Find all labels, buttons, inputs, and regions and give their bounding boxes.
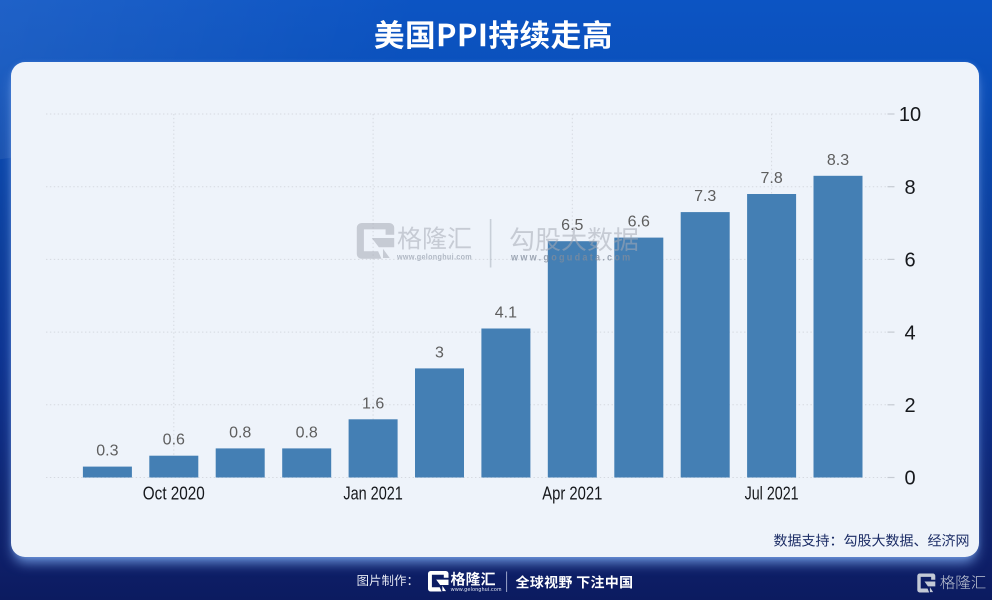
svg-text:www.gogudata.com: www.gogudata.com	[510, 252, 632, 264]
svg-text:0.6: 0.6	[163, 432, 185, 449]
svg-text:4.1: 4.1	[495, 305, 517, 322]
svg-text:0.8: 0.8	[229, 424, 251, 441]
svg-text:8: 8	[904, 177, 915, 199]
svg-text:7.8: 7.8	[760, 170, 782, 187]
svg-text:Jul 2021: Jul 2021	[745, 484, 799, 504]
svg-text:10: 10	[899, 104, 921, 126]
svg-text:www.gelonghui.com: www.gelonghui.com	[451, 587, 502, 593]
svg-text:6.5: 6.5	[561, 217, 583, 234]
svg-text:www.gelonghui.com: www.gelonghui.com	[396, 253, 472, 262]
svg-text:Jan 2021: Jan 2021	[343, 484, 403, 504]
svg-text:0: 0	[904, 468, 915, 490]
svg-text:0.8: 0.8	[296, 424, 318, 441]
svg-text:7.3: 7.3	[694, 188, 716, 205]
svg-text:2: 2	[904, 395, 915, 417]
svg-text:1.6: 1.6	[362, 395, 384, 412]
svg-text:3: 3	[435, 344, 444, 361]
svg-text:Oct 2020: Oct 2020	[143, 484, 205, 504]
svg-text:0.3: 0.3	[96, 443, 118, 460]
svg-text:Apr 2021: Apr 2021	[542, 484, 602, 504]
svg-text:8.3: 8.3	[827, 152, 849, 169]
svg-text:6.6: 6.6	[628, 214, 650, 231]
svg-text:6: 6	[904, 250, 915, 272]
svg-text:4: 4	[904, 322, 915, 344]
